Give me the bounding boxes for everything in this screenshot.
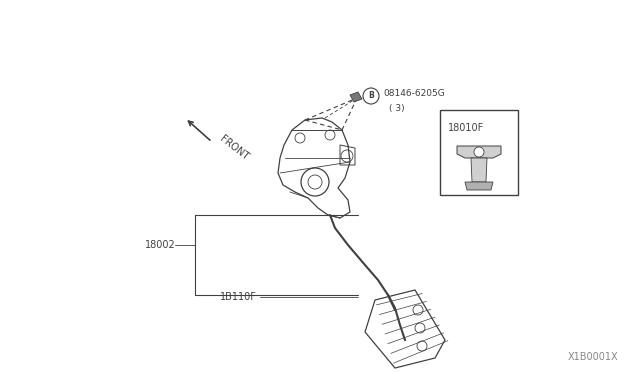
Polygon shape xyxy=(465,182,493,190)
Text: FRONT: FRONT xyxy=(218,134,250,162)
Circle shape xyxy=(474,147,484,157)
Polygon shape xyxy=(350,92,362,102)
Text: 1B110F: 1B110F xyxy=(220,292,257,302)
Text: 18010F: 18010F xyxy=(448,123,484,133)
Text: ( 3): ( 3) xyxy=(389,105,404,113)
Text: X1B0001X: X1B0001X xyxy=(568,352,618,362)
Polygon shape xyxy=(457,146,501,158)
Polygon shape xyxy=(471,158,487,182)
Bar xyxy=(440,110,518,195)
Text: 08146-6205G: 08146-6205G xyxy=(383,90,445,99)
Text: B: B xyxy=(368,92,374,100)
Text: 18002: 18002 xyxy=(145,240,176,250)
